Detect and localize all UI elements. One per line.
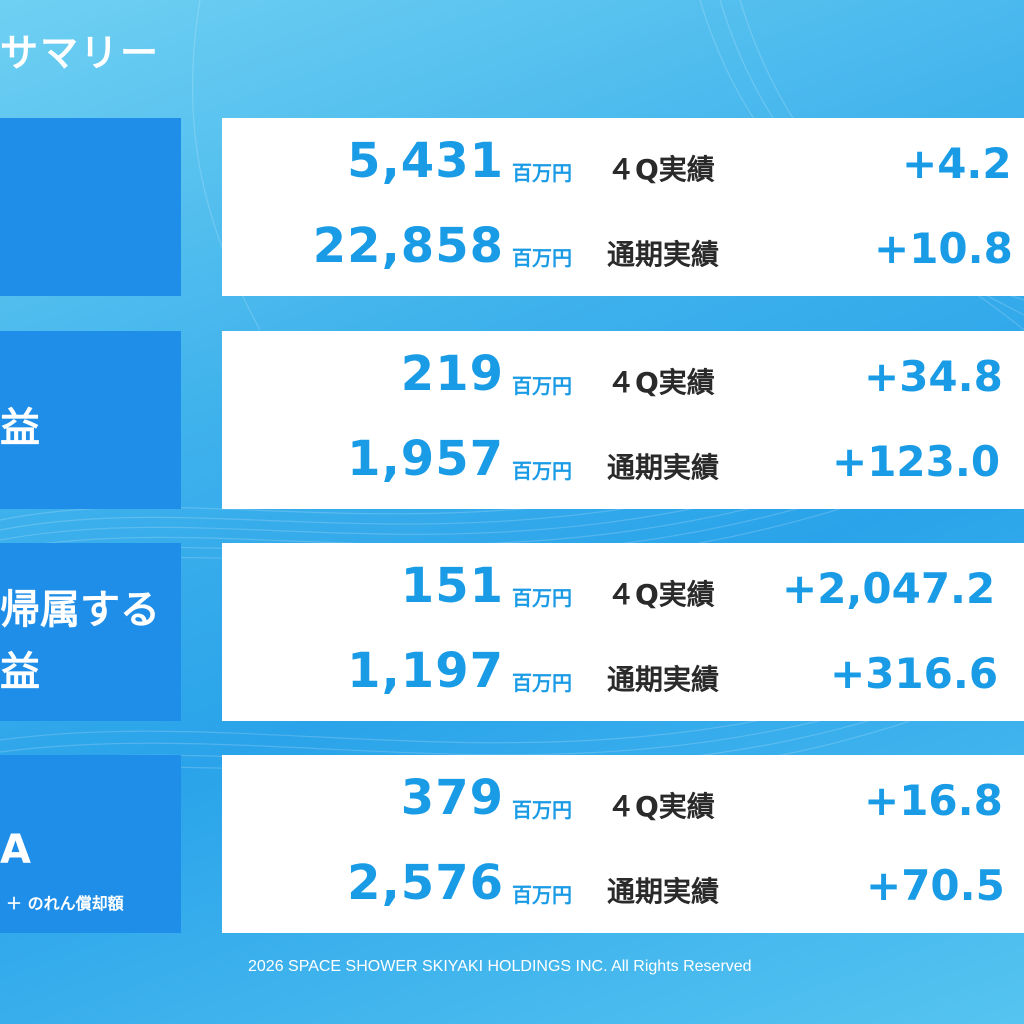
metric-value: 1,957 — [347, 431, 504, 487]
metric-card: 219 百万円 ４Q実績 +34.8 1,957 百万円 通期実績 +123.0 — [222, 331, 1024, 509]
metric-row-ebitda: A ＋ のれん償却額 379 百万円 ４Q実績 +16.8 2,576 百万円 … — [0, 755, 1024, 933]
metric-unit: 百万円 — [512, 374, 572, 398]
metric-line-fullyear: 2,576 百万円 通期実績 +70.5 — [222, 853, 1024, 913]
metric-line-quarter: 379 百万円 ４Q実績 +16.8 — [222, 768, 1024, 828]
metric-period: ４Q実績 — [607, 366, 715, 399]
metric-label: 益 — [0, 405, 40, 451]
metric-row-net-income: 帰属する 益 151 百万円 ４Q実績 +2,047.2 1,197 百万円 通… — [0, 543, 1024, 721]
metric-line-quarter: 219 百万円 ４Q実績 +34.8 — [222, 344, 1024, 404]
metric-label-box: 益 — [0, 331, 181, 509]
metric-change: +123.0 — [832, 437, 1001, 486]
metric-label-line1: 帰属する — [0, 587, 160, 633]
metric-value: 379 — [400, 770, 504, 826]
metric-card: 379 百万円 ４Q実績 +16.8 2,576 百万円 通期実績 +70.5 — [222, 755, 1024, 933]
metric-value: 1,197 — [347, 643, 504, 699]
metric-line-quarter: 151 百万円 ４Q実績 +2,047.2 — [222, 556, 1024, 616]
metric-card: 151 百万円 ４Q実績 +2,047.2 1,197 百万円 通期実績 +31… — [222, 543, 1024, 721]
metric-value: 151 — [400, 558, 504, 614]
metric-unit: 百万円 — [512, 798, 572, 822]
metric-label-box — [0, 118, 181, 296]
metric-line-fullyear: 1,197 百万円 通期実績 +316.6 — [222, 641, 1024, 701]
metric-change: +16.8 — [864, 776, 1003, 825]
metric-period: ４Q実績 — [607, 153, 715, 186]
metric-unit: 百万円 — [512, 459, 572, 483]
metric-row-operating-profit: 益 219 百万円 ４Q実績 +34.8 1,957 百万円 通期実績 +123… — [0, 331, 1024, 509]
metric-label-box: 帰属する 益 — [0, 543, 181, 721]
metric-unit: 百万円 — [512, 246, 572, 270]
metric-label-line2: 益 — [0, 649, 40, 695]
metric-change: +70.5 — [866, 861, 1005, 910]
metric-value: 2,576 — [347, 855, 504, 911]
metric-change: +10.8 — [874, 224, 1013, 273]
metric-value: 5,431 — [347, 133, 504, 189]
metric-label: A — [0, 827, 31, 873]
metric-unit: 百万円 — [512, 671, 572, 695]
metric-unit: 百万円 — [512, 161, 572, 185]
metric-period: 通期実績 — [607, 875, 720, 908]
metric-period: ４Q実績 — [607, 790, 715, 823]
metric-row-sales: 5,431 百万円 ４Q実績 +4.2 22,858 百万円 通期実績 +10.… — [0, 118, 1024, 296]
metric-label-note: ＋ のれん償却額 — [6, 894, 124, 913]
metric-card: 5,431 百万円 ４Q実績 +4.2 22,858 百万円 通期実績 +10.… — [222, 118, 1024, 296]
metric-period: ４Q実績 — [607, 578, 715, 611]
metric-line-fullyear: 1,957 百万円 通期実績 +123.0 — [222, 429, 1024, 489]
metric-line-quarter: 5,431 百万円 ４Q実績 +4.2 — [222, 131, 1024, 191]
metric-change: +4.2 — [902, 139, 1012, 188]
metric-period: 通期実績 — [607, 663, 720, 696]
metric-period: 通期実績 — [607, 238, 720, 271]
metric-line-fullyear: 22,858 百万円 通期実績 +10.8 — [222, 216, 1024, 276]
metric-change: +2,047.2 — [782, 564, 996, 613]
metric-period: 通期実績 — [607, 451, 720, 484]
metric-change: +34.8 — [864, 352, 1003, 401]
metric-change: +316.6 — [830, 649, 999, 698]
copyright-footer: 2026 SPACE SHOWER SKIYAKI HOLDINGS INC. … — [248, 958, 752, 975]
metric-value: 22,858 — [312, 218, 504, 274]
metric-value: 219 — [400, 346, 504, 402]
page-title: サマリー — [0, 31, 161, 75]
metric-unit: 百万円 — [512, 883, 572, 907]
metric-label-box: A ＋ のれん償却額 — [0, 755, 181, 933]
metric-unit: 百万円 — [512, 586, 572, 610]
